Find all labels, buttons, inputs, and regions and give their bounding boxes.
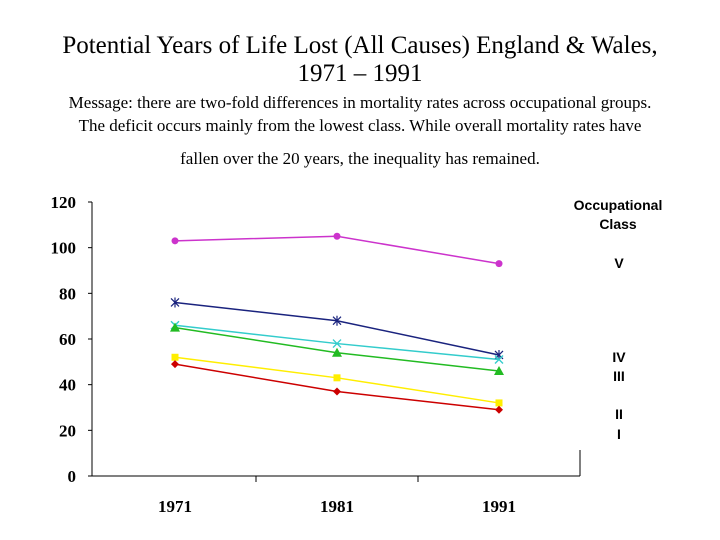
data-point [171,353,179,361]
x-tick-label: 1981 [320,497,354,516]
data-point [170,297,180,308]
y-tick-label: 120 [51,193,77,212]
series-iiin [170,320,504,365]
series-i [171,360,503,414]
message-line-3: fallen over the 20 years, the inequality… [180,149,540,168]
series-line [174,235,500,265]
series-ii [171,353,503,407]
legend-title-line-2: Class [599,216,637,232]
chart-title-line-1: Potential Years of Life Lost (All Causes… [62,32,658,59]
data-point [332,347,342,357]
data-point [333,387,341,396]
class-label-iii: III [613,368,625,384]
y-tick-label: 0 [68,467,77,486]
chart-title-line-2: 1971 – 1991 [297,60,423,87]
series-layer [170,232,504,414]
series-line [174,301,500,356]
series-iiim [170,322,504,375]
x-tick-label: 1991 [482,497,516,516]
legend-title-line-1: Occupational [574,197,663,213]
data-point [333,232,341,240]
y-tick-label: 40 [59,376,76,395]
data-point [332,339,342,349]
class-label-v: V [614,255,624,271]
y-tick-label: 80 [59,284,76,303]
series-line [174,363,500,411]
data-point [170,322,180,332]
data-point [494,365,504,375]
class-label-i: I [617,426,621,442]
data-point [495,399,503,407]
data-point [495,260,503,268]
class-label-ii: II [615,406,623,422]
x-tick-label: 1971 [158,497,192,516]
message-line-1: Message: there are two-fold differences … [68,93,652,112]
series-v [171,232,503,268]
data-point [332,315,342,326]
data-point [171,237,179,245]
chart-axes: 0 20 40 60 80 100 120 1971 1981 1991 [51,193,581,516]
class-label-iv: IV [612,349,626,365]
y-tick-label: 60 [59,330,76,349]
y-tick-label: 20 [59,421,76,440]
data-point [333,374,341,382]
series-iv [170,297,504,360]
data-point [495,405,503,414]
message-line-2: The deficit occurs mainly from the lowes… [78,116,642,135]
data-point [171,360,179,369]
data-point [494,355,504,365]
y-tick-label: 100 [51,239,77,258]
